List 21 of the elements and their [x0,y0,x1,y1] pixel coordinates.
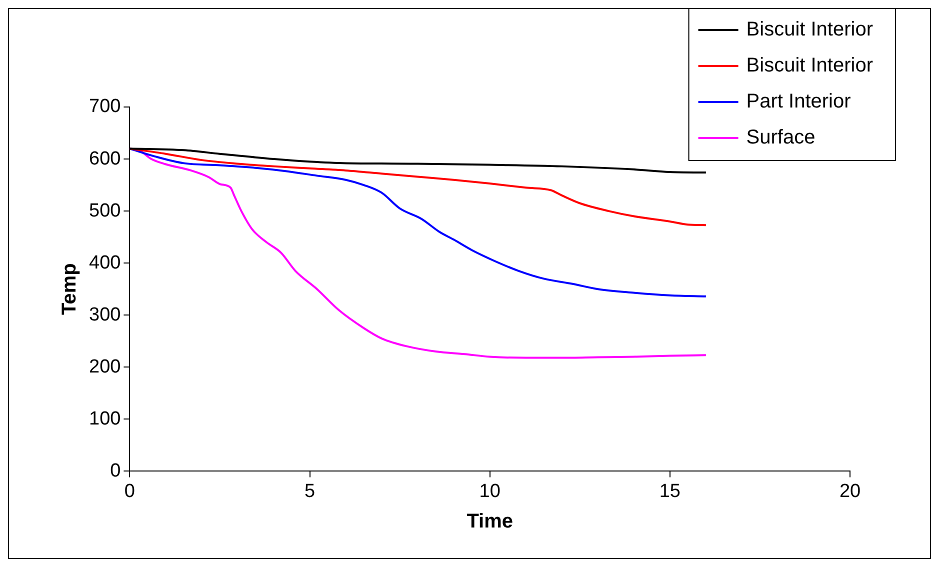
x-tick-label: 0 [124,480,135,502]
x-tick-label: 5 [304,480,316,502]
y-tick-label: 400 [89,252,121,274]
legend-label: Biscuit Interior [746,18,874,41]
legend-label: Biscuit Interior [746,54,874,77]
legend-label: Part Interior [746,90,852,113]
y-tick-label: 500 [89,200,121,222]
x-tick-label: 20 [839,480,861,502]
y-tick-label: 200 [89,356,121,378]
x-axis-title: Time [466,510,514,533]
line-series [130,148,707,298]
line-series [130,148,707,226]
legend-label: Surface [746,126,816,149]
y-tick-label: 0 [110,460,121,482]
y-tick-label: 600 [89,148,121,170]
x-tick-label: 10 [479,480,500,502]
y-axis-title: Temp [58,263,81,316]
y-tick-label: 100 [89,408,121,430]
x-tick-label: 15 [659,480,680,502]
y-tick-label: 700 [89,96,121,118]
y-tick-label: 300 [89,304,121,326]
